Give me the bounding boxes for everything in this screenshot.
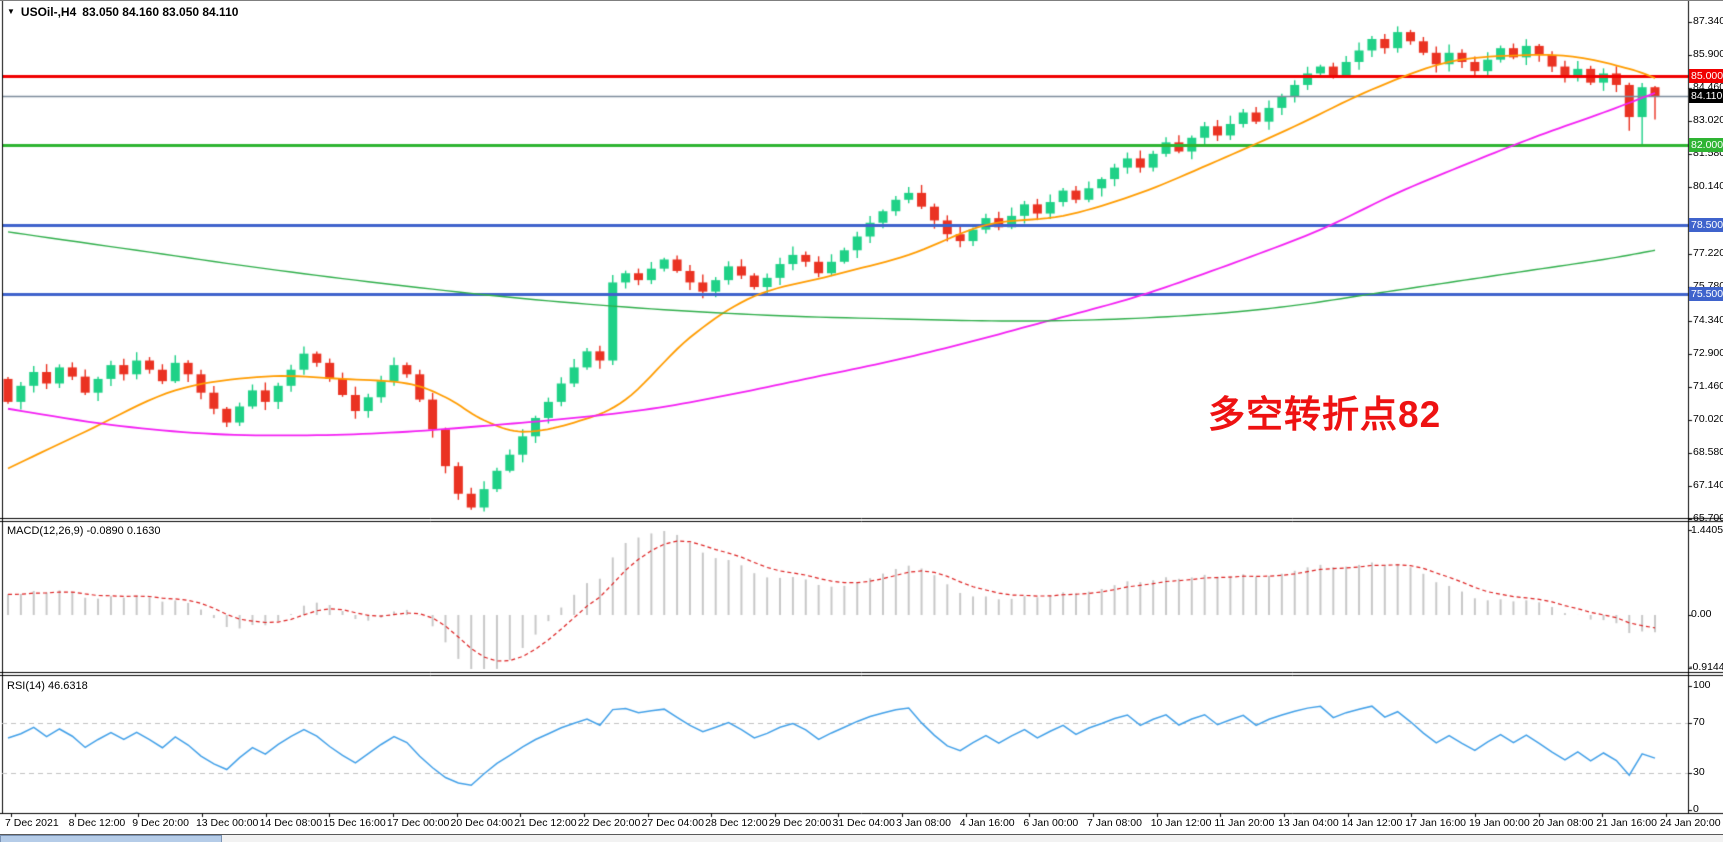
time-tick-label: 19 Jan 00:00 xyxy=(1468,817,1530,829)
ohlc-values-label: 83.050 84.160 83.050 84.110 xyxy=(82,5,239,19)
hline-price-tag: 85.000 xyxy=(1689,68,1723,83)
time-tick-label: 11 Jan 20:00 xyxy=(1214,817,1275,829)
time-tick-label: 10 Jan 12:00 xyxy=(1150,817,1212,829)
time-tick-label: 3 Jan 08:00 xyxy=(896,817,951,829)
hline-price-tag: 82.000 xyxy=(1689,137,1723,152)
time-tick-label: 21 Jan 16:00 xyxy=(1596,817,1657,829)
time-tick-label: 31 Dec 04:00 xyxy=(832,817,895,829)
time-tick-label: 15 Dec 16:00 xyxy=(323,817,386,829)
price-tick-label: 67.140 xyxy=(1693,478,1723,491)
macd-tick-label: 0.00 xyxy=(1691,608,1712,620)
price-tick-label: 72.900 xyxy=(1693,346,1723,359)
price-tick-label: 77.220 xyxy=(1693,247,1723,260)
chevron-down-icon[interactable]: ▼ xyxy=(7,7,15,16)
time-tick-label: 7 Jan 08:00 xyxy=(1087,817,1142,829)
time-tick-label: 7 Dec 2021 xyxy=(5,817,59,829)
price-tick-label: 85.900 xyxy=(1693,48,1723,61)
h-scrollbar[interactable] xyxy=(0,834,1723,842)
time-tick-label: 22 Dec 20:00 xyxy=(577,817,641,829)
price-tick-label: 68.580 xyxy=(1693,445,1723,458)
time-tick-label: 17 Dec 00:00 xyxy=(386,817,450,829)
time-tick-label: 14 Dec 08:00 xyxy=(259,817,323,829)
price-tick-label: 83.020 xyxy=(1693,114,1723,127)
trend-annotation-text[interactable]: 多空转折点82 xyxy=(1208,394,1442,435)
price-tick-label: 71.460 xyxy=(1693,379,1723,392)
rsi-tick-label: 0 xyxy=(1693,803,1699,815)
current-price-tag: 84.110 xyxy=(1689,89,1723,104)
time-tick-label: 21 Dec 12:00 xyxy=(514,817,577,829)
time-tick-label: 13 Dec 00:00 xyxy=(195,817,259,829)
time-tick-label: 28 Dec 12:00 xyxy=(705,817,768,829)
rsi-tick-label: 100 xyxy=(1693,679,1711,691)
time-tick-label: 17 Jan 16:00 xyxy=(1405,817,1467,829)
time-tick-label: 14 Jan 12:00 xyxy=(1341,817,1403,829)
h-scrollbar-thumb[interactable] xyxy=(0,835,222,842)
rsi-tick-label: 70 xyxy=(1693,716,1705,729)
time-tick-label: 6 Jan 00:00 xyxy=(1023,817,1079,829)
hline-price-tag: 75.500 xyxy=(1689,286,1723,301)
time-tick-label: 20 Dec 04:00 xyxy=(450,817,514,829)
price-tick-label: 70.020 xyxy=(1693,412,1723,425)
macd-tick-label: 1.4405 xyxy=(1691,524,1723,536)
macd-tick-label: -0.9144 xyxy=(1689,661,1723,673)
price-tick-label: 87.340 xyxy=(1693,15,1723,27)
time-tick-label: 27 Dec 04:00 xyxy=(641,817,704,829)
hline-price-tag: 78.500 xyxy=(1689,218,1723,233)
time-tick-label: 20 Jan 08:00 xyxy=(1532,817,1594,829)
time-tick-label: 4 Jan 16:00 xyxy=(959,817,1015,829)
time-tick-label: 8 Dec 12:00 xyxy=(68,817,126,829)
rsi-label: RSI(14) 46.6318 xyxy=(7,680,88,692)
chart-title: ▼ USOil-,H4 83.050 84.160 83.050 84.110 xyxy=(7,5,238,19)
time-tick-label: 9 Dec 20:00 xyxy=(132,817,189,829)
time-tick-label: 29 Dec 20:00 xyxy=(768,817,832,829)
rsi-tick-label: 30 xyxy=(1693,765,1705,778)
symbol-period-label: USOil-,H4 xyxy=(20,5,77,19)
macd-label: MACD(12,26,9) -0.0890 0.1630 xyxy=(7,525,161,537)
time-tick-label: 13 Jan 04:00 xyxy=(1278,817,1339,829)
price-tick-label: 80.140 xyxy=(1693,180,1723,193)
price-tick-label: 65.700 xyxy=(1693,512,1723,524)
price-tick-label: 74.340 xyxy=(1693,313,1723,326)
time-tick-label: 24 Jan 20:00 xyxy=(1659,817,1721,829)
